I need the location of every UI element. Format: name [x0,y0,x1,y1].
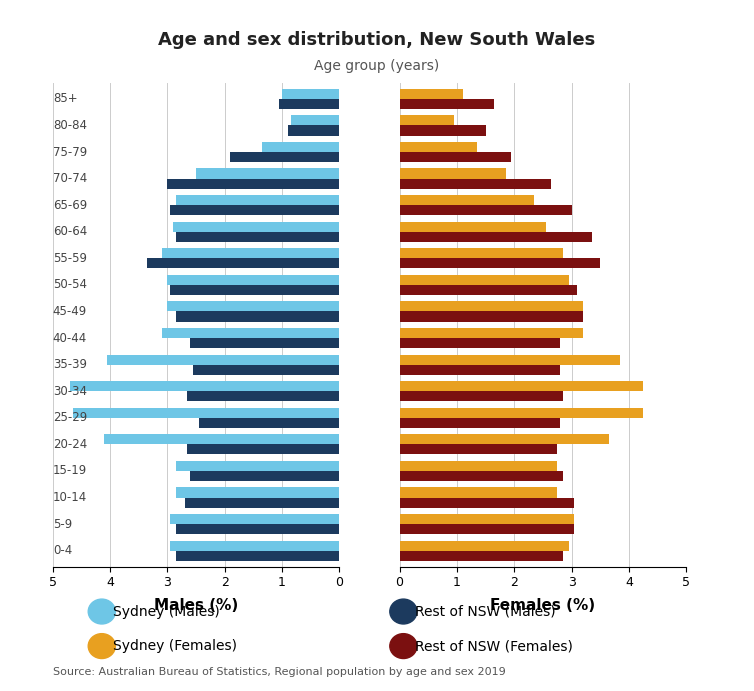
Bar [400,524,575,534]
Text: Age and sex distribution, New South Wales: Age and sex distribution, New South Wale… [158,31,596,49]
X-axis label: Females (%): Females (%) [490,598,596,613]
Bar [400,461,557,471]
Bar [400,444,557,455]
Bar [176,524,339,534]
Text: 0-4: 0-4 [53,545,72,557]
Bar [170,205,339,216]
Bar [170,514,339,524]
Text: 55-59: 55-59 [53,252,87,265]
Bar [147,258,339,268]
Bar [400,381,643,391]
Bar [170,285,339,295]
Bar [400,338,560,348]
Bar [170,540,339,551]
Bar [279,99,339,109]
Bar [400,99,494,109]
Bar [400,222,546,231]
Bar [400,195,535,205]
Bar [400,498,575,508]
Text: 65-69: 65-69 [53,199,87,211]
Bar [400,391,563,401]
Bar [400,408,643,418]
Bar [400,540,569,551]
Bar [161,248,339,258]
Text: 35-39: 35-39 [53,358,87,371]
Text: Age group (years): Age group (years) [314,59,440,73]
Bar [400,551,563,561]
Bar [176,312,339,321]
Bar [400,248,563,258]
Bar [400,275,569,285]
Bar [400,169,506,178]
Text: Sydney (Males): Sydney (Males) [113,605,220,618]
Text: 20-24: 20-24 [53,438,87,451]
Bar [400,301,583,312]
Bar [176,231,339,242]
Bar [290,115,339,126]
Bar [176,487,339,498]
Text: 5-9: 5-9 [53,518,72,531]
Bar [188,391,339,401]
Bar [185,498,339,508]
Bar [161,328,339,338]
Text: 60-64: 60-64 [53,225,87,238]
Text: 75-79: 75-79 [53,146,87,158]
Bar [400,285,578,295]
Text: 70-74: 70-74 [53,172,87,185]
Text: Rest of NSW (Males): Rest of NSW (Males) [415,605,556,618]
Text: 25-29: 25-29 [53,411,87,424]
Text: 50-54: 50-54 [53,278,87,292]
Bar [400,231,592,242]
Bar [400,312,583,321]
Bar [400,514,575,524]
Text: 40-44: 40-44 [53,332,87,345]
Bar [70,381,339,391]
Bar [190,338,339,348]
Bar [176,461,339,471]
Bar [400,487,557,498]
Text: 45-49: 45-49 [53,305,87,318]
Bar [400,126,486,135]
Bar [400,88,463,99]
Bar [231,152,339,162]
Text: 10-14: 10-14 [53,491,87,504]
Text: 85+: 85+ [53,93,78,105]
Bar [196,169,339,178]
Bar [400,434,608,444]
Bar [193,365,339,375]
Text: Sydney (Females): Sydney (Females) [113,639,237,653]
Bar [167,178,339,189]
Bar [176,195,339,205]
Bar [199,418,339,428]
Bar [262,142,339,152]
Bar [400,365,560,375]
Bar [288,126,339,135]
Bar [400,258,600,268]
Bar [190,471,339,481]
Bar [400,328,583,338]
Bar [107,354,339,365]
Bar [176,551,339,561]
Bar [400,178,551,189]
Bar [400,354,621,365]
Text: 80-84: 80-84 [53,119,87,132]
Bar [167,301,339,312]
Bar [188,444,339,455]
Text: 15-19: 15-19 [53,464,87,477]
Text: Source: Australian Bureau of Statistics, Regional population by age and sex 2019: Source: Australian Bureau of Statistics,… [53,668,505,677]
Bar [400,418,560,428]
Bar [400,142,477,152]
Bar [400,152,511,162]
Bar [282,88,339,99]
Text: 30-34: 30-34 [53,385,87,398]
Bar [104,434,339,444]
Bar [400,205,572,216]
Bar [400,115,454,126]
Bar [400,471,563,481]
Bar [167,275,339,285]
Text: Rest of NSW (Females): Rest of NSW (Females) [415,639,572,653]
Bar [73,408,339,418]
X-axis label: Males (%): Males (%) [154,598,238,613]
Bar [173,222,339,231]
